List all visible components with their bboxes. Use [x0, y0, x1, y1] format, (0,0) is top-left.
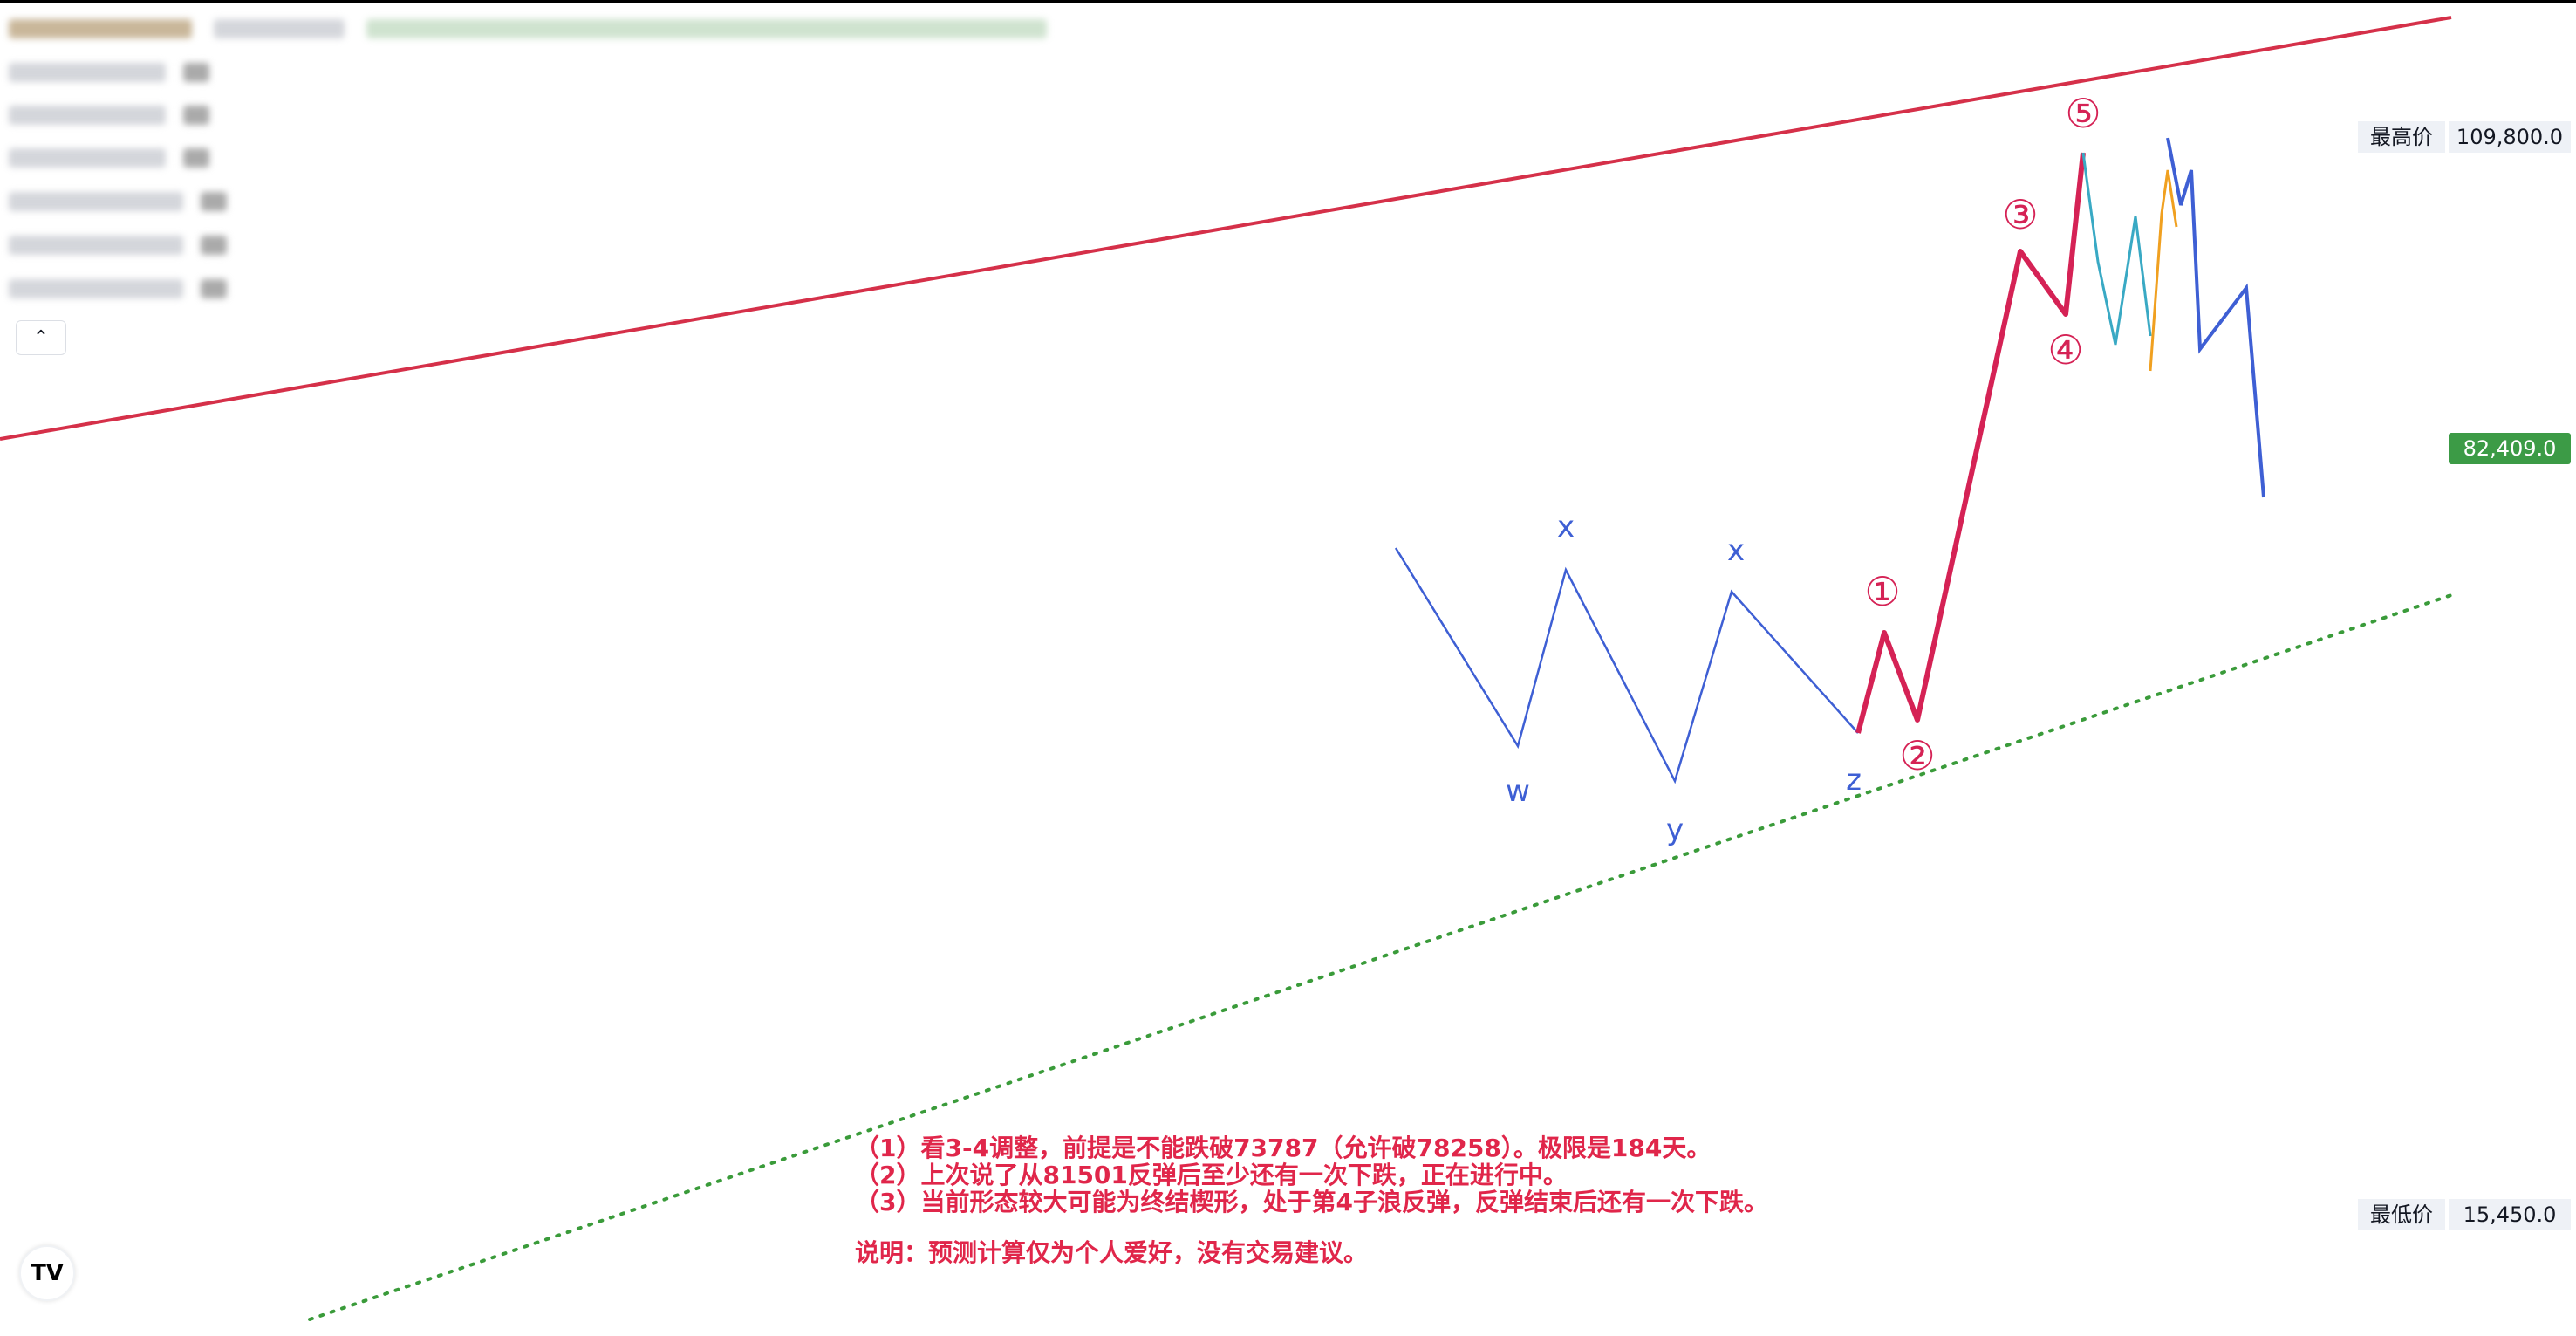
- indicator-legend-row[interactable]: [9, 148, 218, 169]
- chevron-up-icon: ⌃: [32, 327, 50, 349]
- wave-label-x2: x: [1727, 533, 1745, 568]
- indicator-legend-row[interactable]: [9, 63, 218, 84]
- note-3: （3）当前形态较大可能为终结楔形，处于第4子浪反弹，反弹结束后还有一次下跌。: [855, 1188, 1768, 1216]
- last-price-tag: 82,409.0: [2449, 433, 2571, 464]
- subwave-blue-line[interactable]: [2166, 137, 2265, 498]
- note-2: （2）上次说了从81501反弹后至少还有一次下跌，正在进行中。: [855, 1161, 1568, 1189]
- wave-label-2: ②: [1899, 732, 1935, 779]
- wave-label-y: y: [1666, 812, 1684, 847]
- wave-label-3: ③: [2002, 191, 2038, 238]
- indicator-legend-row[interactable]: [9, 192, 236, 213]
- wave-label-z: z: [1846, 763, 1862, 798]
- symbol-legend-row: [9, 19, 1108, 40]
- note-1: （1）看3-4调整，前提是不能跌破73787（允许破78258）。极限是184天…: [855, 1134, 1712, 1162]
- indicator-legend-row[interactable]: [9, 279, 236, 300]
- high-price-label: 最高价: [2358, 121, 2445, 153]
- indicator-legend-row[interactable]: [9, 236, 236, 257]
- subwave-orange-line[interactable]: [2149, 169, 2178, 372]
- wxyxz-correction-line[interactable]: [1394, 547, 1859, 784]
- analysis-notes: （1）看3-4调整，前提是不能跌破73787（允许破78258）。极限是184天…: [855, 1134, 1768, 1266]
- wave-label-4: ④: [2047, 326, 2083, 373]
- resistance-trendline[interactable]: [0, 16, 2452, 441]
- wave-label-5: ⑤: [2065, 90, 2101, 137]
- wave-label-x1: x: [1557, 510, 1575, 545]
- wave-label-w: w: [1506, 774, 1530, 809]
- high-price-value: 109,800.0: [2449, 121, 2571, 153]
- wave-drawings: [1394, 137, 2265, 784]
- low-price-value: 15,450.0: [2449, 1199, 2571, 1230]
- wave-label-1: ①: [1864, 568, 1900, 615]
- subwave-cyan-line[interactable]: [2081, 152, 2152, 346]
- low-price-label: 最低价: [2358, 1199, 2445, 1230]
- trendlines: [0, 16, 2453, 1321]
- collapse-legend-button[interactable]: ⌃: [16, 320, 66, 355]
- support-trendline[interactable]: [308, 593, 2453, 1321]
- impulse-wave-line[interactable]: [1855, 152, 2086, 734]
- disclaimer-text: 说明：预测计算仅为个人爱好，没有交易建议。: [855, 1238, 1369, 1267]
- indicator-legend-row[interactable]: [9, 106, 218, 127]
- tradingview-logo[interactable]: TV: [19, 1245, 75, 1301]
- wave-labels: w x y x z ① ② ③ ④ ⑤: [1506, 90, 2101, 847]
- top-border: [0, 0, 2576, 3]
